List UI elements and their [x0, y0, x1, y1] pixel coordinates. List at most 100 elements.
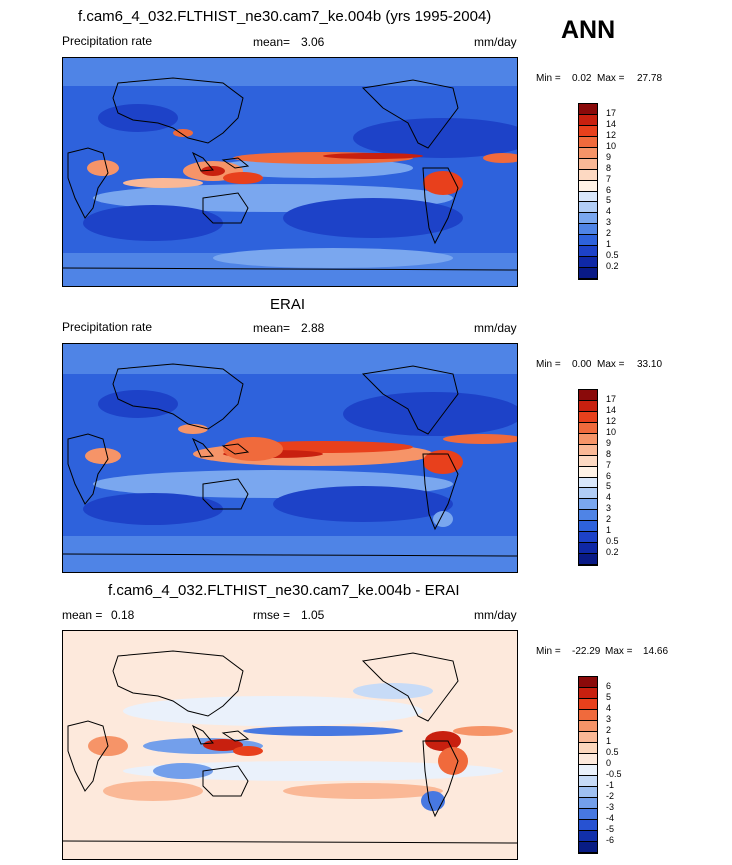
panel2-max-label: Max = — [597, 359, 625, 370]
colorbar-tick-label: 10 — [606, 426, 617, 437]
colorbar-tick-label: -2 — [606, 791, 615, 801]
colorbar-tick-label: 3 — [606, 217, 612, 228]
colorbar-cell — [579, 422, 597, 434]
colorbar-tick-label: -6 — [606, 835, 615, 845]
colorbar-tick-label: -0.5 — [606, 769, 622, 779]
colorbar-tick-label: 4 — [606, 703, 612, 713]
panel1-map — [62, 57, 518, 287]
panel2-map — [62, 343, 518, 573]
panel1-units: mm/day — [474, 35, 517, 49]
colorbar-cell — [579, 699, 597, 710]
colorbar-tick-label: -4 — [606, 813, 615, 823]
colorbar-tick-label: 10 — [606, 140, 617, 151]
panel3-max-value: 14.66 — [643, 646, 669, 657]
colorbar-tick-label: 2 — [606, 725, 612, 735]
colorbar-cell — [579, 104, 597, 115]
panel2-units: mm/day — [474, 321, 517, 335]
colorbar-cell — [579, 743, 597, 754]
colorbar-tick-label: 0.2 — [606, 261, 619, 272]
panel2-min-label: Min = — [536, 359, 561, 370]
colorbar-cell — [579, 224, 597, 236]
colorbar-cell — [579, 842, 597, 853]
panel3-max-label: Max = — [605, 646, 633, 657]
colorbar-cell — [579, 158, 597, 170]
colorbar-tick-label: 8 — [606, 162, 612, 173]
panel3-units: mm/day — [474, 608, 517, 622]
panel1-colorbar — [578, 103, 598, 280]
panel1-min-value: 0.02 — [572, 73, 592, 84]
colorbar-cell — [579, 732, 597, 743]
panel3-rmse-label: rmse = — [253, 608, 291, 622]
colorbar-tick-label: 8 — [606, 448, 612, 459]
colorbar-cell — [579, 169, 597, 181]
colorbar-tick-label: 4 — [606, 206, 612, 217]
panel2-mean-value: 2.88 — [301, 321, 325, 335]
colorbar-cell — [579, 688, 597, 699]
panel1-max-label: Max = — [597, 73, 625, 84]
colorbar-cell — [579, 433, 597, 445]
colorbar-cell — [579, 710, 597, 721]
colorbar-tick-label: 7 — [606, 173, 612, 184]
colorbar-tick-label: 5 — [606, 692, 612, 702]
colorbar-cell — [579, 787, 597, 798]
colorbar-tick-label: 5 — [606, 195, 612, 206]
colorbar-tick-label: 3 — [606, 503, 612, 514]
colorbar-cell — [579, 831, 597, 842]
panel2-colorbar-labels: 17 14 12 10 9 8 7 6 5 4 3 2 1 0.5 0.2 — [606, 389, 636, 566]
panel1-mean-value: 3.06 — [301, 35, 325, 49]
colorbar-tick-label: 2 — [606, 514, 612, 525]
panel1-max-value: 27.78 — [637, 73, 663, 84]
colorbar-cell — [579, 400, 597, 412]
panel1-mean-label: mean= — [253, 35, 291, 49]
colorbar-cell — [579, 499, 597, 511]
panel1-variable-label: Precipitation rate — [62, 34, 153, 48]
panel1-min-label: Min = — [536, 73, 561, 84]
panel1-title: f.cam6_4_032.FLTHIST_ne30.cam7_ke.004b (… — [78, 8, 492, 25]
colorbar-tick-label: -3 — [606, 802, 615, 812]
panel2-mean-label: mean= — [253, 321, 291, 335]
colorbar-cell — [579, 191, 597, 203]
panel3-colorbar-labels: 6 5 4 3 2 1 0.5 0 -0.5 -1 -2 -3 -4 -5 -6 — [606, 676, 636, 854]
panel3-title: f.cam6_4_032.FLTHIST_ne30.cam7_ke.004b -… — [108, 582, 460, 599]
colorbar-cell — [579, 411, 597, 423]
colorbar-cell — [579, 677, 597, 688]
colorbar-tick-label: 6 — [606, 681, 612, 691]
panel1-colorbar-labels: 17 14 12 10 9 8 7 6 5 4 3 2 1 0.5 0.2 — [606, 103, 636, 280]
colorbar-cell — [579, 554, 597, 565]
colorbar-cell — [579, 798, 597, 809]
colorbar-cell — [579, 455, 597, 467]
colorbar-tick-label: 17 — [606, 393, 617, 404]
colorbar-tick-label: 0.5 — [606, 536, 619, 547]
colorbar-cell — [579, 114, 597, 126]
colorbar-cell — [579, 488, 597, 500]
panel3-rmse-value: 1.05 — [301, 608, 325, 622]
colorbar-cell — [579, 180, 597, 192]
colorbar-tick-label: 6 — [606, 470, 612, 481]
colorbar-cell — [579, 776, 597, 787]
panel2-variable-label: Precipitation rate — [62, 320, 153, 334]
colorbar-tick-label: -1 — [606, 780, 615, 790]
panel2-min-value: 0.00 — [572, 359, 592, 370]
panel2-max-value: 33.10 — [637, 359, 663, 370]
panel2-title: ERAI — [270, 296, 306, 313]
colorbar-tick-label: 12 — [606, 129, 617, 140]
colorbar-cell — [579, 235, 597, 247]
colorbar-cell — [579, 809, 597, 820]
colorbar-tick-label: 1 — [606, 239, 612, 250]
colorbar-cell — [579, 466, 597, 478]
colorbar-cell — [579, 147, 597, 159]
colorbar-tick-label: 9 — [606, 151, 612, 162]
colorbar-cell — [579, 390, 597, 401]
colorbar-cell — [579, 543, 597, 555]
colorbar-tick-label: 1 — [606, 736, 612, 746]
panel3-min-value: -22.29 — [572, 646, 601, 657]
colorbar-cell — [579, 136, 597, 148]
colorbar-cell — [579, 510, 597, 522]
season-label: ANN — [561, 16, 616, 44]
panel3-min-label: Min = — [536, 646, 561, 657]
colorbar-tick-label: -5 — [606, 824, 615, 834]
colorbar-tick-label: 0.5 — [606, 747, 619, 757]
colorbar-cell — [579, 268, 597, 279]
colorbar-tick-label: 9 — [606, 437, 612, 448]
colorbar-cell — [579, 532, 597, 544]
